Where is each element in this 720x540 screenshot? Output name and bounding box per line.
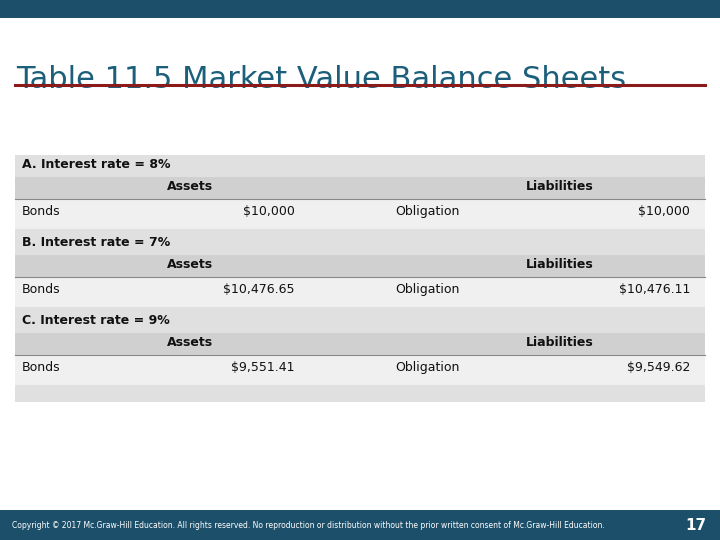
Bar xyxy=(15,177,705,199)
Text: B. Interest rate = 7%: B. Interest rate = 7% xyxy=(22,236,170,249)
Text: 17: 17 xyxy=(685,517,706,532)
Text: $9,549.62: $9,549.62 xyxy=(626,361,690,374)
Text: Bonds: Bonds xyxy=(22,283,60,296)
Text: Obligation: Obligation xyxy=(395,283,459,296)
Text: Assets: Assets xyxy=(167,258,213,271)
Bar xyxy=(15,355,705,385)
Text: Bonds: Bonds xyxy=(22,361,60,374)
Text: Assets: Assets xyxy=(167,336,213,349)
Text: $10,476.65: $10,476.65 xyxy=(223,283,295,296)
Text: Obligation: Obligation xyxy=(395,205,459,218)
Bar xyxy=(15,311,705,333)
Bar xyxy=(15,277,705,307)
Bar xyxy=(15,333,705,355)
Bar xyxy=(0,0,720,18)
Text: Copyright © 2017 Mc.Graw-Hill Education. All rights reserved. No reproduction or: Copyright © 2017 Mc.Graw-Hill Education.… xyxy=(12,521,605,530)
Text: $10,000: $10,000 xyxy=(638,205,690,218)
Text: Assets: Assets xyxy=(167,180,213,193)
Text: $9,551.41: $9,551.41 xyxy=(232,361,295,374)
Bar xyxy=(15,233,705,255)
Text: A. Interest rate = 8%: A. Interest rate = 8% xyxy=(22,158,171,171)
Text: Liabilities: Liabilities xyxy=(526,180,594,193)
Bar xyxy=(15,155,705,402)
Text: Obligation: Obligation xyxy=(395,361,459,374)
Bar xyxy=(15,255,705,277)
Bar xyxy=(15,155,705,177)
Bar xyxy=(0,510,720,540)
Bar xyxy=(15,199,705,229)
Text: Bonds: Bonds xyxy=(22,205,60,218)
Text: Table 11.5 Market Value Balance Sheets: Table 11.5 Market Value Balance Sheets xyxy=(16,65,626,94)
Text: C. Interest rate = 9%: C. Interest rate = 9% xyxy=(22,314,170,327)
Text: $10,000: $10,000 xyxy=(243,205,295,218)
Text: Liabilities: Liabilities xyxy=(526,258,594,271)
Text: $10,476.11: $10,476.11 xyxy=(618,283,690,296)
Text: Liabilities: Liabilities xyxy=(526,336,594,349)
